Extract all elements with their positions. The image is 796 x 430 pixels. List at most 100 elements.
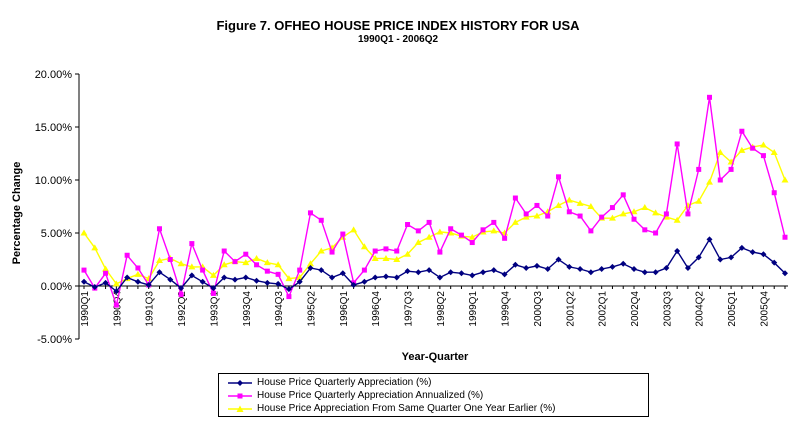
x-tick-label: 1998Q2 — [436, 291, 447, 327]
legend-item: House Price Quarterly Appreciation Annua… — [227, 389, 648, 402]
data-point — [490, 267, 497, 274]
data-point — [264, 268, 270, 274]
data-point — [469, 272, 476, 279]
data-point — [663, 211, 669, 217]
data-point — [263, 259, 271, 266]
data-point — [469, 240, 475, 246]
data-point — [91, 244, 99, 251]
data-point — [209, 271, 217, 278]
data-point — [684, 264, 691, 271]
data-point — [243, 251, 249, 257]
data-point — [188, 272, 195, 279]
data-point — [307, 210, 313, 216]
data-point — [307, 264, 314, 271]
data-point — [533, 212, 541, 219]
data-point — [124, 252, 130, 258]
legend-item: House Price Appreciation From Same Quart… — [227, 402, 648, 415]
data-point — [436, 274, 443, 281]
data-point — [739, 128, 745, 134]
x-tick-label: 1993Q4 — [242, 291, 253, 327]
data-point — [145, 275, 153, 282]
y-tick-label: 10.00% — [35, 175, 73, 187]
data-point — [426, 219, 432, 225]
data-point — [641, 269, 648, 276]
data-point — [716, 148, 724, 155]
data-point — [587, 269, 594, 276]
legend-item: House Price Quarterly Appreciation (%) — [227, 376, 648, 389]
data-point — [759, 141, 767, 148]
legend-swatch — [228, 405, 252, 412]
legend-swatch — [228, 379, 252, 386]
data-point — [760, 251, 767, 258]
data-point — [189, 241, 195, 247]
data-point — [371, 254, 379, 261]
data-point — [426, 267, 433, 274]
data-point — [124, 274, 131, 281]
x-tick-label: 2005Q4 — [759, 291, 770, 327]
data-point — [706, 178, 714, 185]
data-point — [609, 205, 615, 211]
data-point — [393, 274, 400, 281]
data-point — [103, 270, 109, 276]
x-tick-label: 2004Q2 — [695, 291, 706, 327]
data-point — [448, 226, 454, 232]
data-point — [80, 229, 88, 236]
x-tick-label: 1995Q2 — [306, 291, 317, 327]
chart-title: Figure 7. OFHEO HOUSE PRICE INDEX HISTOR… — [216, 18, 580, 33]
data-point — [544, 266, 551, 273]
data-point — [458, 232, 464, 238]
data-point — [360, 243, 368, 250]
x-tick-label: 1992Q2 — [177, 291, 188, 327]
data-point — [178, 291, 184, 297]
data-point — [350, 226, 358, 233]
data-point — [630, 208, 638, 215]
data-point — [685, 211, 691, 217]
data-point — [480, 269, 487, 276]
data-point — [512, 195, 518, 201]
data-point — [534, 202, 540, 208]
data-point — [361, 278, 368, 285]
data-point — [631, 216, 637, 222]
data-point — [544, 208, 552, 215]
data-point — [653, 230, 659, 236]
y-tick-label: 0.00% — [41, 281, 72, 293]
x-tick-label: 1994Q3 — [274, 291, 285, 327]
x-tick-label: 1997Q3 — [404, 291, 415, 327]
x-tick-label: 1991Q3 — [145, 291, 156, 327]
data-point — [522, 213, 530, 220]
data-point — [512, 261, 519, 268]
y-tick-label: -5.00% — [37, 334, 72, 346]
data-point — [221, 248, 227, 254]
data-point — [577, 213, 583, 219]
data-point — [210, 285, 217, 292]
x-tick-label: 1996Q1 — [339, 291, 350, 327]
data-point — [296, 278, 303, 285]
data-point — [556, 174, 562, 180]
data-point — [576, 199, 584, 206]
data-point — [545, 213, 551, 219]
x-tick-label: 1993Q1 — [209, 291, 220, 327]
data-point — [329, 249, 335, 255]
data-point — [113, 288, 120, 295]
data-point — [652, 269, 659, 276]
data-point — [339, 270, 346, 277]
data-point — [188, 263, 196, 270]
data-point — [707, 94, 713, 100]
data-point — [242, 259, 250, 266]
legend-swatch — [228, 393, 252, 398]
data-point — [383, 246, 389, 252]
data-point — [728, 166, 734, 172]
data-point — [425, 233, 433, 240]
data-point — [91, 284, 98, 291]
x-tick-label: 2005Q1 — [727, 291, 738, 327]
data-point — [177, 260, 185, 267]
x-tick-label: 2000Q3 — [533, 291, 544, 327]
data-point — [770, 148, 778, 155]
data-point — [674, 141, 680, 147]
data-point — [264, 279, 271, 286]
data-point — [620, 260, 627, 267]
data-point — [210, 290, 216, 296]
data-point — [405, 222, 411, 228]
data-point — [393, 256, 401, 262]
